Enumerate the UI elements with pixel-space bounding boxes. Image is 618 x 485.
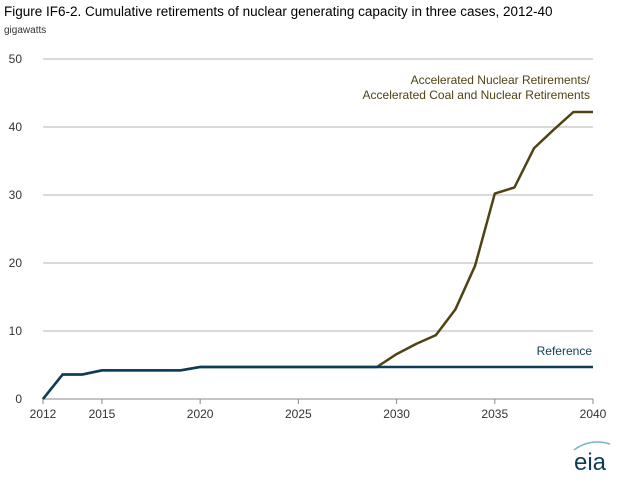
eia-logo-swoosh (573, 441, 611, 451)
series-label-accelerated: Accelerated Coal and Nuclear Retirements (363, 88, 590, 102)
y-axis-label: gigawatts (4, 25, 46, 36)
x-tick-label: 2040 (580, 407, 607, 421)
eia-logo-text: eia (574, 449, 607, 476)
eia-logo: eia (573, 441, 611, 476)
x-tick-label: 2030 (383, 407, 410, 421)
x-tick-label: 2020 (187, 407, 214, 421)
y-tick-label: 0 (15, 392, 22, 406)
y-tick-label: 20 (9, 256, 23, 270)
series-line-reference (42, 365, 593, 400)
series-label-accelerated: Accelerated Nuclear Retirements/ (411, 73, 591, 87)
chart-title: Figure IF6-2. Cumulative retirements of … (4, 4, 553, 19)
y-tick-label: 30 (9, 188, 23, 202)
series-line-accelerated (42, 110, 593, 400)
y-tick-label: 40 (9, 120, 23, 134)
y-tick-label: 10 (9, 324, 23, 338)
x-tick-label: 2015 (89, 407, 116, 421)
y-tick-label: 50 (9, 52, 23, 66)
x-tick-label: 2025 (285, 407, 312, 421)
series-label-reference: Reference (537, 344, 593, 358)
x-tick-label: 2012 (30, 407, 57, 421)
x-tick-label: 2035 (481, 407, 508, 421)
